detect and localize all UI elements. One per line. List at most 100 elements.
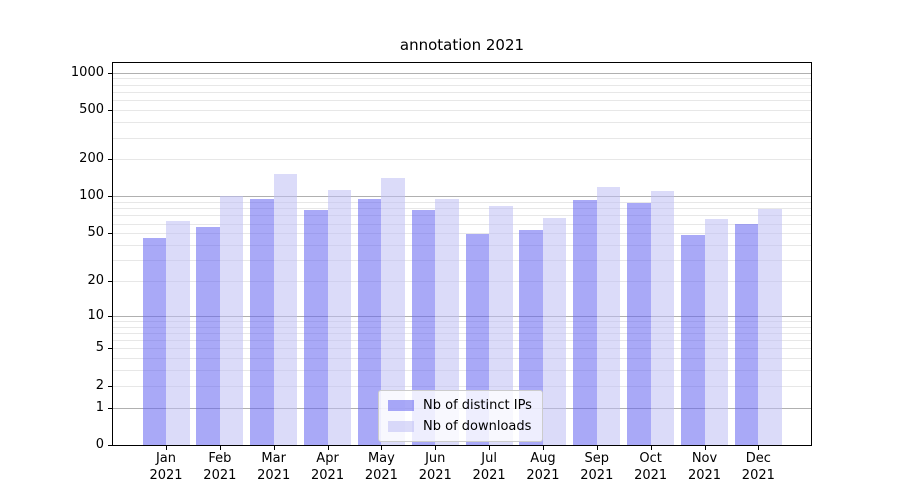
x-tick-month: Feb — [208, 451, 232, 466]
bar-feb-downloads — [219, 196, 244, 445]
bar-apr-distinct-ips — [304, 209, 328, 445]
x-tick-label-mar: Mar 2021 — [247, 450, 301, 484]
bar-may-distinct-ips — [357, 199, 382, 445]
y-tick-mark — [108, 315, 112, 317]
bar-jun-distinct-ips — [411, 210, 436, 445]
bar-sep-distinct-ips — [573, 199, 597, 445]
bar-oct-distinct-ips — [627, 202, 651, 445]
y-tick-mark — [108, 196, 112, 198]
x-tick-month: May — [367, 451, 395, 466]
gridline-minor — [113, 260, 811, 261]
x-tick-label-jul: Jul 2021 — [462, 450, 516, 484]
legend-label-distinct-ips: Nb of distinct IPs — [423, 398, 532, 413]
y-tick-mark — [108, 445, 112, 446]
legend-swatch-distinct-ips — [388, 400, 414, 411]
gridline-major — [113, 196, 811, 198]
x-tick-label-sep: Sep 2021 — [570, 450, 624, 484]
gridline-minor — [113, 223, 811, 225]
x-tick-year: 2021 — [418, 468, 452, 483]
bar-nov-downloads — [704, 218, 728, 445]
x-tick-year: 2021 — [634, 468, 668, 483]
bar-aug-downloads — [542, 217, 567, 445]
gridline-minor — [113, 320, 811, 322]
x-tick-month: Aug — [530, 451, 556, 466]
y-tick-label: 100 — [79, 188, 104, 204]
y-tick-mark — [108, 348, 112, 350]
bar-jul-downloads — [489, 205, 513, 445]
bar-may-downloads — [381, 178, 405, 445]
x-tick-mark — [327, 446, 329, 450]
legend-item-downloads: Nb of downloads — [388, 419, 532, 434]
x-tick-mark — [704, 446, 706, 450]
gridline-minor — [113, 215, 811, 217]
gridline-major — [113, 72, 811, 74]
bar-oct-downloads — [650, 191, 675, 445]
bar-apr-downloads — [327, 190, 352, 445]
gridline-minor — [113, 332, 811, 334]
y-tick-label: 5 — [95, 340, 104, 356]
x-tick-label-may: May 2021 — [354, 450, 408, 484]
x-tick-label-oct: Oct 2021 — [624, 450, 678, 484]
bar-sep-downloads — [596, 186, 621, 445]
x-tick-mark — [166, 446, 167, 450]
plot-area: Nb of distinct IPs Nb of downloads — [112, 62, 812, 446]
x-tick-year: 2021 — [149, 468, 183, 483]
x-tick-month: Nov — [691, 451, 718, 466]
gridline-minor — [113, 244, 811, 246]
y-tick-label: 50 — [87, 225, 104, 241]
x-tick-year: 2021 — [257, 468, 291, 483]
gridline-minor — [113, 122, 811, 124]
x-tick-month: Apr — [316, 451, 339, 466]
x-tick-mark — [219, 446, 221, 450]
y-tick-label: 20 — [87, 272, 104, 288]
gridline-minor — [113, 348, 811, 350]
x-tick-year: 2021 — [687, 468, 722, 483]
x-tick-month: Oct — [639, 451, 662, 466]
gridline-minor — [113, 92, 811, 93]
bar-dec-distinct-ips — [734, 223, 759, 445]
x-tick-year: 2021 — [364, 468, 398, 483]
y-tick-label: 10 — [87, 307, 104, 323]
gridline-minor — [113, 84, 811, 86]
y-tick-mark — [108, 280, 112, 282]
x-tick-mark — [758, 446, 760, 450]
x-tick-mark — [596, 446, 598, 450]
x-tick-month: Mar — [261, 451, 286, 466]
y-tick-label: 2 — [95, 377, 104, 393]
bar-nov-distinct-ips — [681, 235, 705, 445]
x-tick-month: Jun — [425, 451, 446, 466]
bar-feb-distinct-ips — [196, 227, 220, 445]
gridline-minor — [113, 201, 811, 203]
gridline-minor — [113, 208, 811, 210]
legend-label-downloads: Nb of downloads — [423, 419, 532, 434]
gridline-minor — [113, 280, 811, 282]
gridline-minor — [113, 385, 811, 387]
bar-mar-distinct-ips — [250, 199, 274, 445]
x-tick-mark — [650, 446, 652, 450]
x-tick-mark — [381, 446, 383, 450]
gridline-minor — [113, 326, 811, 328]
x-tick-mark — [542, 446, 544, 450]
y-tick-mark — [108, 233, 112, 235]
gridline-minor — [113, 370, 811, 372]
gridline-minor — [113, 340, 811, 342]
x-tick-mark — [273, 446, 275, 450]
y-tick-mark — [108, 159, 112, 161]
bar-jan-downloads — [166, 220, 190, 445]
y-tick-label: 500 — [79, 102, 104, 118]
gridline-major — [113, 315, 811, 317]
x-tick-mark — [489, 446, 491, 450]
x-tick-year: 2021 — [472, 468, 506, 483]
x-tick-label-nov: Nov 2021 — [678, 450, 732, 484]
gridline-minor — [113, 100, 811, 102]
x-tick-year: 2021 — [311, 468, 345, 483]
bar-jan-distinct-ips — [142, 237, 166, 445]
x-tick-label-dec: Dec 2021 — [731, 450, 785, 484]
x-tick-year: 2021 — [741, 468, 775, 483]
x-tick-month: Sep — [584, 451, 610, 466]
bar-mar-downloads — [273, 174, 298, 445]
x-tick-year: 2021 — [526, 468, 560, 483]
x-tick-year: 2021 — [580, 468, 614, 483]
legend-item-distinct-ips: Nb of distinct IPs — [388, 398, 532, 413]
